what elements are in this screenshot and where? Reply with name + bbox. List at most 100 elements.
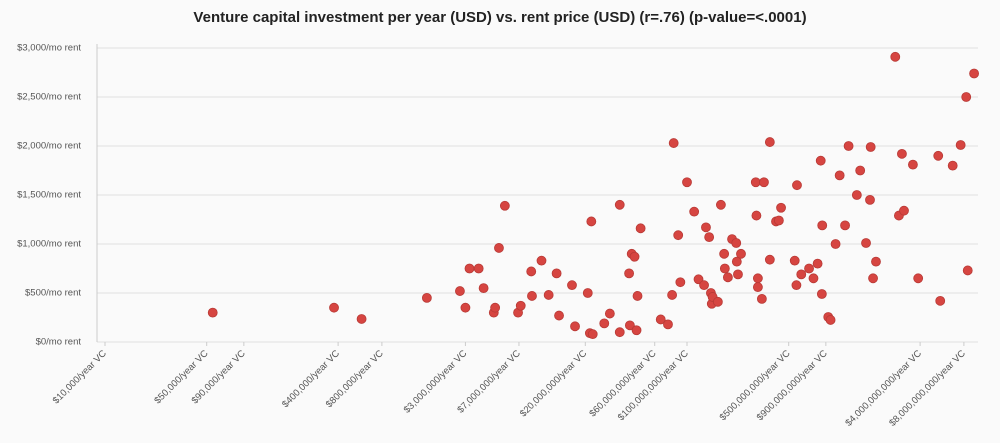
- point: [736, 248, 746, 259]
- point: [655, 314, 666, 325]
- point: [962, 265, 973, 276]
- point: [947, 160, 958, 171]
- y-tick-label: $500/mo rent: [25, 288, 81, 299]
- point: [855, 165, 866, 176]
- point: [543, 290, 554, 300]
- point: [675, 277, 686, 288]
- point: [913, 273, 924, 284]
- point: [961, 92, 972, 102]
- point: [843, 141, 854, 151]
- y-tick-label: $0/mo rent: [36, 337, 82, 348]
- point: [490, 302, 501, 313]
- point: [751, 210, 762, 221]
- x-tick-label: $10,000/year VC: [51, 348, 109, 406]
- point: [464, 263, 475, 274]
- point: [599, 318, 610, 329]
- point: [764, 254, 775, 265]
- point: [871, 256, 881, 267]
- point: [890, 51, 901, 62]
- point: [693, 274, 704, 285]
- point: [773, 215, 784, 226]
- point: [716, 199, 726, 210]
- point: [830, 239, 841, 249]
- point: [816, 289, 827, 299]
- point: [935, 295, 946, 306]
- point: [604, 308, 615, 319]
- point: [682, 177, 692, 188]
- point: [804, 263, 814, 274]
- x-tick-label: $500,000,000/year VC: [718, 348, 793, 423]
- point: [815, 155, 826, 166]
- point: [731, 256, 742, 267]
- point: [969, 68, 979, 79]
- point: [663, 319, 673, 330]
- point: [632, 291, 643, 301]
- point: [582, 288, 593, 298]
- point: [629, 251, 640, 262]
- point: [759, 177, 769, 188]
- point: [207, 307, 218, 318]
- point: [752, 273, 763, 284]
- point: [668, 138, 679, 148]
- point: [868, 273, 878, 284]
- point: [865, 142, 876, 152]
- point: [329, 302, 339, 313]
- point: [719, 248, 730, 259]
- point: [614, 199, 625, 210]
- point: [764, 137, 775, 147]
- point: [752, 282, 763, 293]
- point: [699, 280, 709, 291]
- point: [789, 255, 800, 266]
- point: [526, 266, 537, 277]
- point: [455, 286, 465, 296]
- point: [421, 292, 432, 303]
- point: [933, 150, 944, 161]
- point: [808, 273, 819, 284]
- point: [840, 220, 850, 231]
- point: [624, 320, 635, 331]
- point: [460, 302, 471, 313]
- y-tick-label: $3,000/mo rent: [17, 43, 81, 54]
- point: [712, 296, 723, 307]
- point: [536, 255, 547, 266]
- point: [701, 222, 711, 233]
- point: [624, 268, 634, 279]
- point: [478, 283, 489, 294]
- point: [756, 293, 767, 304]
- y-tick-label: $1,500/mo rent: [17, 190, 81, 201]
- point: [356, 314, 367, 324]
- point: [719, 263, 730, 274]
- x-tick-label: $4,000,000,000/year VC: [843, 348, 924, 429]
- x-tick-label: $900,000,000/year VC: [755, 348, 830, 423]
- point: [776, 202, 786, 213]
- point: [722, 272, 733, 283]
- point: [861, 238, 871, 248]
- point: [792, 180, 802, 191]
- y-tick-label: $2,500/mo rent: [17, 92, 81, 103]
- point: [731, 238, 742, 248]
- point: [554, 310, 564, 321]
- point: [897, 148, 907, 159]
- point: [865, 194, 875, 205]
- y-tick-label: $1,000/mo rent: [17, 239, 81, 250]
- chart-title: Venture capital investment per year (USD…: [193, 9, 806, 26]
- point: [825, 315, 836, 325]
- point: [499, 200, 510, 211]
- point: [667, 290, 678, 300]
- point: [631, 325, 642, 336]
- x-tick-label: $20,000,000/year VC: [518, 348, 589, 419]
- point: [673, 230, 684, 241]
- point: [587, 329, 598, 340]
- point: [567, 280, 577, 291]
- point: [812, 258, 823, 269]
- point: [635, 223, 646, 234]
- point: [570, 321, 580, 332]
- point: [704, 232, 715, 243]
- point: [515, 300, 526, 311]
- point: [908, 159, 918, 170]
- point: [473, 263, 484, 274]
- point: [955, 140, 966, 150]
- point: [733, 269, 743, 280]
- point: [750, 177, 761, 188]
